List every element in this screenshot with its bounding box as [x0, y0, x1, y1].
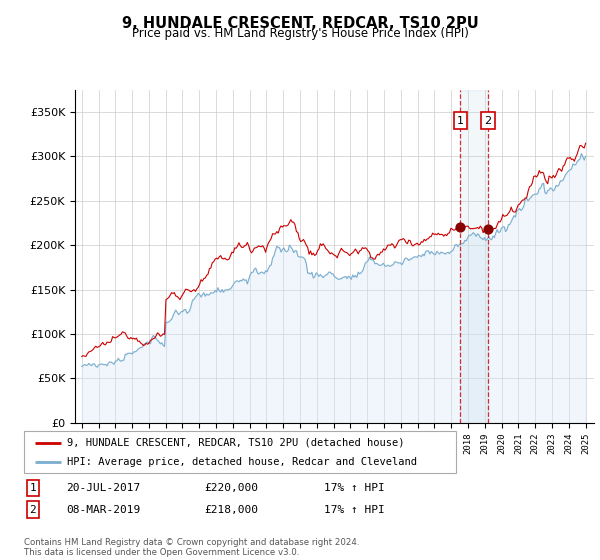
- Text: 17% ↑ HPI: 17% ↑ HPI: [324, 483, 385, 493]
- Point: [455, 223, 465, 232]
- Text: 17% ↑ HPI: 17% ↑ HPI: [324, 505, 385, 515]
- Text: £218,000: £218,000: [204, 505, 258, 515]
- FancyBboxPatch shape: [24, 431, 456, 473]
- Text: 1: 1: [457, 116, 464, 125]
- Text: Price paid vs. HM Land Registry's House Price Index (HPI): Price paid vs. HM Land Registry's House …: [131, 27, 469, 40]
- Text: 20-JUL-2017: 20-JUL-2017: [66, 483, 140, 493]
- Text: £220,000: £220,000: [204, 483, 258, 493]
- Text: 2: 2: [29, 505, 37, 515]
- Text: 08-MAR-2019: 08-MAR-2019: [66, 505, 140, 515]
- Text: 1: 1: [29, 483, 37, 493]
- Text: 2: 2: [484, 116, 491, 125]
- Text: 9, HUNDALE CRESCENT, REDCAR, TS10 2PU: 9, HUNDALE CRESCENT, REDCAR, TS10 2PU: [122, 16, 478, 31]
- Text: 9, HUNDALE CRESCENT, REDCAR, TS10 2PU (detached house): 9, HUNDALE CRESCENT, REDCAR, TS10 2PU (d…: [67, 437, 404, 447]
- Text: HPI: Average price, detached house, Redcar and Cleveland: HPI: Average price, detached house, Redc…: [67, 457, 417, 467]
- Text: Contains HM Land Registry data © Crown copyright and database right 2024.
This d: Contains HM Land Registry data © Crown c…: [24, 538, 359, 557]
- Bar: [460, 90, 488, 423]
- Point: [483, 225, 493, 234]
